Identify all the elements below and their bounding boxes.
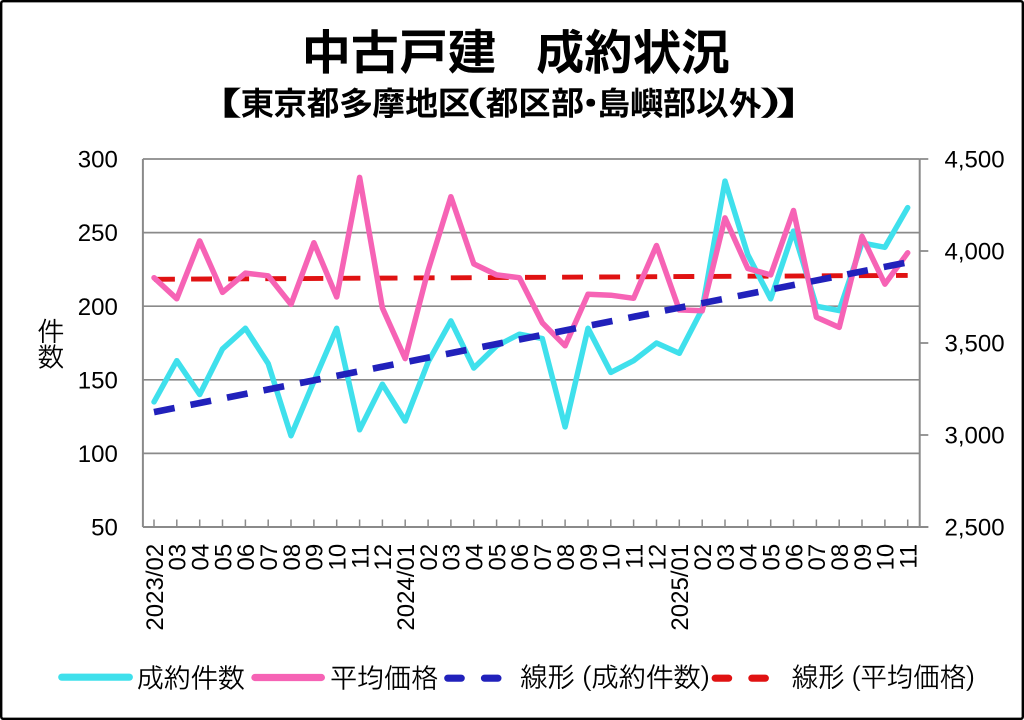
svg-text:08: 08 xyxy=(279,544,306,571)
svg-text:08: 08 xyxy=(827,544,854,571)
svg-text:07: 07 xyxy=(804,544,831,571)
svg-text:05: 05 xyxy=(759,544,786,571)
svg-text:06: 06 xyxy=(781,544,808,571)
svg-text:100: 100 xyxy=(78,441,118,468)
svg-text:150: 150 xyxy=(78,367,118,394)
svg-text:11: 11 xyxy=(896,544,923,569)
svg-text:4,500: 4,500 xyxy=(945,147,1005,174)
svg-text:2023/02: 2023/02 xyxy=(142,544,169,631)
svg-text:02: 02 xyxy=(416,544,443,571)
svg-text:09: 09 xyxy=(302,544,329,571)
svg-text:300: 300 xyxy=(78,147,118,174)
svg-text:200: 200 xyxy=(78,294,118,321)
svg-text:4,000: 4,000 xyxy=(945,239,1005,266)
svg-text:03: 03 xyxy=(165,544,192,571)
svg-text:11: 11 xyxy=(347,544,374,569)
svg-text:10: 10 xyxy=(873,544,900,571)
svg-text:05: 05 xyxy=(210,544,237,571)
svg-text:2025/01: 2025/01 xyxy=(667,544,694,631)
svg-text:07: 07 xyxy=(256,544,283,571)
svg-text:12: 12 xyxy=(370,544,397,571)
svg-text:07: 07 xyxy=(530,544,557,571)
svg-text:12: 12 xyxy=(644,544,671,571)
svg-text:05: 05 xyxy=(484,544,511,571)
svg-text:2,500: 2,500 xyxy=(945,515,1005,542)
svg-text:02: 02 xyxy=(690,544,717,571)
svg-text:2024/01: 2024/01 xyxy=(393,544,420,631)
svg-text:03: 03 xyxy=(713,544,740,571)
svg-text:11: 11 xyxy=(621,544,648,569)
svg-text:50: 50 xyxy=(91,515,118,542)
svg-text:08: 08 xyxy=(553,544,580,571)
svg-text:10: 10 xyxy=(599,544,626,571)
svg-text:03: 03 xyxy=(439,544,466,571)
svg-text:10: 10 xyxy=(325,544,352,571)
svg-text:250: 250 xyxy=(78,220,118,247)
svg-text:09: 09 xyxy=(576,544,603,571)
svg-text:04: 04 xyxy=(736,544,763,571)
svg-text:3,500: 3,500 xyxy=(945,331,1005,358)
svg-text:09: 09 xyxy=(850,544,877,571)
svg-text:04: 04 xyxy=(188,544,215,571)
svg-text:3,000: 3,000 xyxy=(945,423,1005,450)
svg-text:06: 06 xyxy=(233,544,260,571)
svg-text:04: 04 xyxy=(462,544,489,571)
svg-text:06: 06 xyxy=(507,544,534,571)
